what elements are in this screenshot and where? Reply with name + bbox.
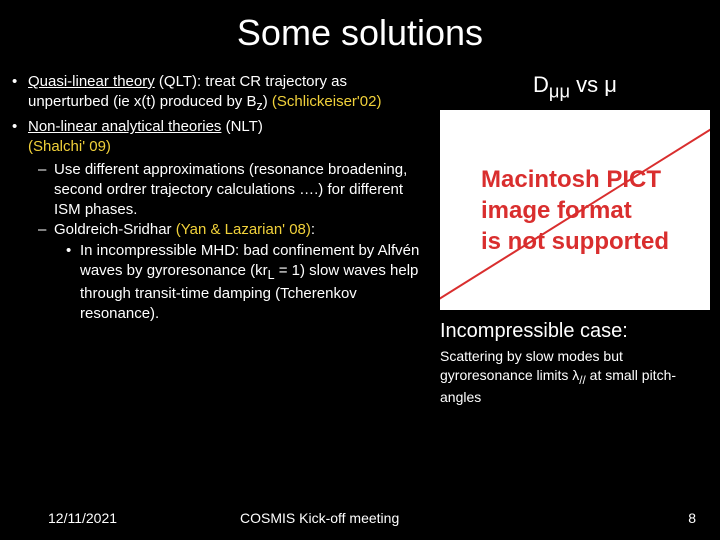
- gs-text: Goldreich-Sridhar: [54, 221, 176, 238]
- left-column: Quasi-linear theory (QLT): treat CR traj…: [10, 72, 430, 406]
- nlt-underline: Non-linear analytical theories: [28, 118, 221, 135]
- chart-caption-sub: Scattering by slow modes but gyroresonan…: [440, 347, 710, 405]
- footer-page-number: 8: [688, 510, 696, 526]
- inc-sub: L: [268, 268, 275, 282]
- chart-title: Dμμ vs μ: [440, 72, 710, 102]
- pict-line2: image format: [481, 197, 632, 224]
- chart-caption: Incompressible case:: [440, 320, 710, 343]
- footer-date: 12/11/2021: [0, 510, 200, 526]
- pict-line1: Macintosh PICT: [481, 166, 661, 193]
- chart-title-sub: μμ: [549, 80, 570, 101]
- gs-ref: (Yan & Lazarian' 08): [176, 221, 311, 238]
- chart-title-vs: vs μ: [570, 72, 617, 97]
- bullet-qlt: Quasi-linear theory (QLT): treat CR traj…: [10, 72, 430, 115]
- pict-line3: is not supported: [481, 228, 669, 255]
- footer-meeting: COSMIS Kick-off meeting: [200, 510, 520, 526]
- qlt-text2: ): [263, 93, 272, 110]
- pict-error-message: Macintosh PICT image format is not suppo…: [473, 164, 677, 258]
- chart-title-d: D: [533, 72, 549, 97]
- content-area: Quasi-linear theory (QLT): treat CR traj…: [0, 54, 720, 406]
- sub-approximations: Use different approximations (resonance …: [10, 160, 430, 221]
- sub-goldreich: Goldreich-Sridhar (Yan & Lazarian' 08):: [10, 220, 430, 240]
- gs-colon: :: [311, 221, 315, 238]
- qlt-underline: Quasi-linear theory: [28, 73, 155, 90]
- chart-placeholder: Macintosh PICT image format is not suppo…: [440, 110, 710, 310]
- footer: 12/11/2021 COSMIS Kick-off meeting 8: [0, 510, 720, 526]
- nlt-ref: (Shalchi' 09): [28, 138, 111, 155]
- slide-title: Some solutions: [0, 0, 720, 54]
- bullet-nlt: Non-linear analytical theories (NLT) (Sh…: [10, 117, 430, 158]
- right-column: Dμμ vs μ Macintosh PICT image format is …: [430, 72, 710, 406]
- nlt-text: (NLT): [221, 118, 262, 135]
- sub-incompressible: In incompressible MHD: bad confinement b…: [10, 241, 430, 325]
- qlt-ref: (Schlickeiser'02): [272, 93, 382, 110]
